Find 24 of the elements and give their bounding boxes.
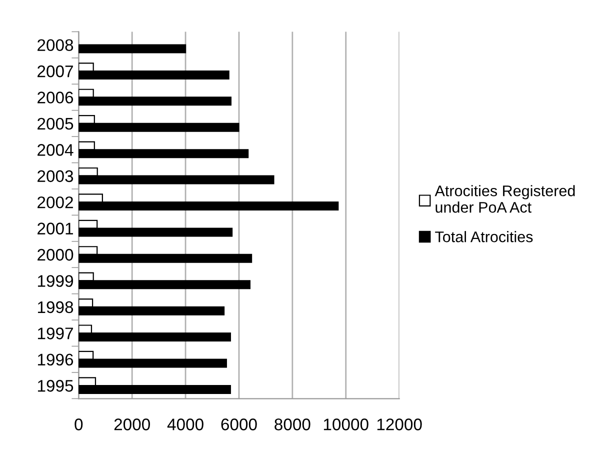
y-tick-label: 1996 xyxy=(38,354,74,366)
y-tick-label: 1997 xyxy=(38,328,73,340)
legend-label: Total Atrocities xyxy=(435,231,533,242)
x-tick-label: 4000 xyxy=(167,418,204,430)
y-tick-label: 2003 xyxy=(38,170,74,182)
y-tick-label: 1995 xyxy=(38,380,74,392)
y-tick-label: 2008 xyxy=(38,39,74,52)
y-tick-label: 2000 xyxy=(38,248,74,261)
x-tick-label: 2000 xyxy=(114,418,150,430)
x-tick-label: 0 xyxy=(74,418,83,430)
bar xyxy=(78,44,186,54)
y-tick-label: 2001 xyxy=(38,222,73,234)
x-tick-label: 6000 xyxy=(221,418,257,430)
y-tick-label: 2007 xyxy=(38,65,73,78)
x-tick-label: 8000 xyxy=(274,418,310,430)
y-tick-label: 1998 xyxy=(38,301,74,314)
y-tick-label: 2004 xyxy=(38,144,74,156)
y-tick-label: 1999 xyxy=(38,275,74,287)
x-tick-label: 10000 xyxy=(324,418,368,430)
x-tick-label: 12000 xyxy=(377,418,422,430)
y-tick-label: 2006 xyxy=(38,92,74,104)
legend-label: Atrocities Registered under PoA Act xyxy=(434,185,575,213)
y-tick-label: 2005 xyxy=(38,118,74,130)
y-tick-label: 2002 xyxy=(38,196,73,208)
